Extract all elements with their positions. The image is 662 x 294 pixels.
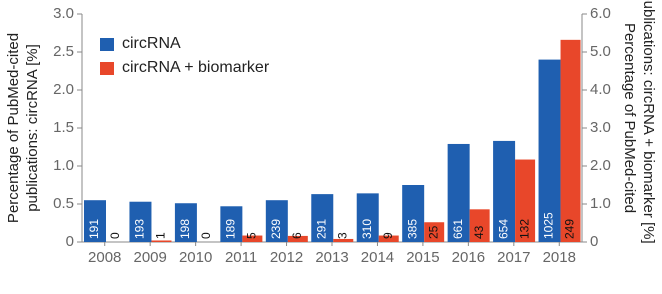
x-tick-label: 2015 — [406, 249, 439, 266]
x-tick-label: 2014 — [361, 249, 394, 266]
bar — [538, 59, 561, 242]
bar — [402, 185, 425, 242]
bar-count-label: 198 — [178, 219, 192, 239]
bar — [174, 203, 197, 242]
bar-count-label: 6 — [290, 232, 304, 239]
y2-tick-label: 4.0 — [590, 81, 611, 98]
bar-count-label: 0 — [199, 232, 213, 239]
y2-tick-label: 6.0 — [590, 5, 611, 22]
bar — [424, 222, 445, 242]
legend-label: circRNA + biomarker — [122, 59, 270, 76]
x-tick-label: 2018 — [543, 249, 576, 266]
y-tick-label: 1.5 — [53, 119, 74, 136]
bar — [287, 235, 308, 242]
y2-tick-label: 0 — [590, 233, 598, 250]
x-tick-label: 2017 — [497, 249, 530, 266]
bar-count-label: 310 — [360, 219, 374, 239]
bar-count-label: 239 — [269, 219, 283, 239]
bar-count-label: 3 — [335, 232, 349, 239]
bar — [333, 238, 354, 242]
bar-count-label: 291 — [314, 219, 328, 239]
legend-swatch — [100, 38, 114, 51]
bar — [151, 240, 172, 242]
bar-count-label: 249 — [563, 219, 577, 239]
y2-axis-label: publications: circRNA + biomarker [%] — [640, 0, 657, 244]
bar-count-label: 1025 — [542, 212, 556, 239]
bar-count-label: 189 — [224, 219, 238, 239]
bar-count-label: 661 — [451, 219, 465, 239]
y-tick-label: 0 — [66, 233, 74, 250]
bar-count-label: 25 — [426, 225, 440, 239]
legend-label: circRNA — [122, 35, 181, 52]
x-tick-label: 2009 — [133, 249, 166, 266]
y-tick-label: 2.0 — [53, 81, 74, 98]
bar — [356, 193, 379, 242]
y-tick-label: 2.5 — [53, 43, 74, 60]
bar-count-label: 385 — [405, 219, 419, 239]
bar — [220, 206, 243, 242]
bar — [378, 235, 399, 242]
bar-count-label: 5 — [245, 232, 259, 239]
bar-count-label: 43 — [472, 225, 486, 239]
bar — [560, 39, 581, 243]
bar-count-label: 132 — [517, 219, 531, 239]
bar — [493, 140, 516, 242]
y2-tick-label: 1.0 — [590, 195, 611, 212]
bar-count-label: 1 — [154, 232, 168, 239]
x-tick-label: 2010 — [179, 249, 212, 266]
y-tick-label: 3.0 — [53, 5, 74, 22]
bar — [265, 200, 288, 242]
bar — [242, 235, 263, 242]
bar — [447, 143, 470, 242]
y2-tick-label: 2.0 — [590, 157, 611, 174]
bar-count-label: 191 — [87, 219, 101, 239]
x-tick-label: 2013 — [315, 249, 348, 266]
bar — [311, 194, 334, 242]
y2-axis-label: Percentage of PubMed-cited — [621, 23, 638, 213]
bar-count-label: 193 — [133, 219, 147, 239]
bar — [515, 159, 536, 242]
y-tick-label: 1.0 — [53, 157, 74, 174]
y2-tick-label: 3.0 — [590, 119, 611, 136]
x-tick-label: 2008 — [88, 249, 121, 266]
bar-count-label: 654 — [496, 219, 510, 239]
bar — [129, 201, 152, 242]
bar — [84, 200, 106, 242]
bar-count-label: 0 — [108, 232, 122, 239]
x-tick-label: 2016 — [452, 249, 485, 266]
x-tick-label: 2011 — [225, 249, 257, 266]
bar — [469, 209, 490, 242]
x-tick-label: 2012 — [270, 249, 303, 266]
y-axis-label: publications: circRNA [%] — [24, 44, 41, 212]
legend-swatch — [100, 62, 114, 75]
y-axis-label: Percentage of PubMed-cited — [5, 33, 22, 223]
y2-tick-label: 5.0 — [590, 43, 611, 60]
y-tick-label: 0.5 — [53, 195, 74, 212]
bar-count-label: 9 — [381, 232, 395, 239]
